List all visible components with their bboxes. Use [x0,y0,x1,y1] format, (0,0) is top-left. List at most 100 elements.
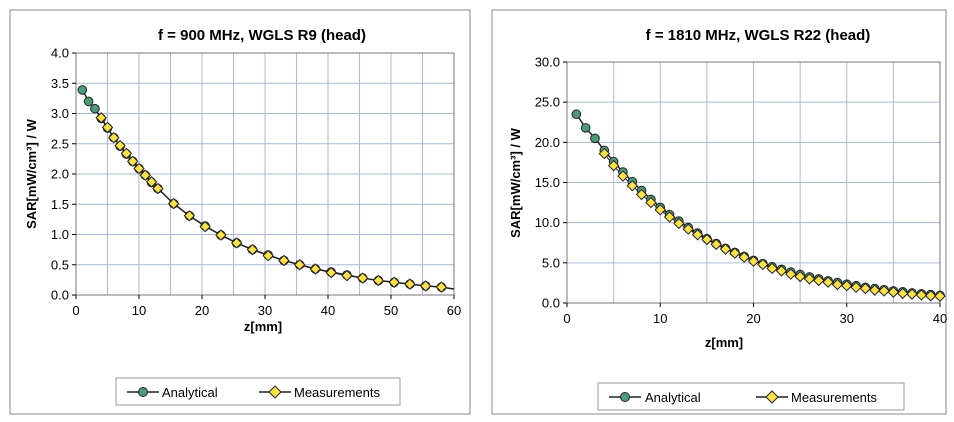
chart-1-point-measurements [435,281,448,293]
chart-1-ytick-label: 3.0 [51,106,69,121]
chart-2-point-measurements [617,170,629,182]
chart-1-point-measurements [278,254,290,267]
chart-2-ytick-label: 10.0 [535,215,560,230]
chart-1-ytick-label: 1.5 [51,197,69,212]
chart-1-point-measurements [145,176,158,188]
chart-2-point-measurements [701,233,713,246]
chart-2-point-measurements [691,229,704,241]
chart-1-point-analytical [90,103,100,114]
chart-2-point-measurements [878,285,890,297]
chart-2-point-measurements [869,284,881,296]
chart-2-xtick-label: 0 [563,311,570,326]
chart-1-point-measurements [199,220,211,233]
chart-2-point-measurements [887,286,900,298]
chart-1-point-measurements [167,197,180,210]
chart-2-xtick-label: 40 [933,311,947,326]
chart-2-point-measurements [924,290,937,302]
chart-2-point-measurements [934,290,946,302]
chart-1-point-measurements [126,155,139,168]
chart-2-point-measurements [841,280,853,292]
chart-2-point-measurements [803,273,816,285]
chart-1-point-measurements [293,259,306,271]
chart-2-point-measurements [738,251,750,263]
chart-2-xtick-label: 30 [840,311,854,326]
chart-2-ytick-label: 15.0 [535,175,560,190]
chart-1-point-measurements [246,243,259,256]
chart-2-legend [597,382,905,411]
chart-2-point-measurements [766,262,778,275]
chart-2-legend-label-measurements: Measurements [791,390,877,405]
chart-2-point-measurements [719,243,732,255]
chart-1-point-measurements [341,269,353,282]
chart-1-point-measurements [114,139,126,152]
chart-2-point-analytical [571,109,582,120]
chart-2-point-measurements [775,265,788,277]
chart-1-legend-marker-measurements [268,385,282,399]
chart-2-point-measurements [822,276,834,288]
chart-2-point-measurements [747,255,760,267]
chart-1-point-measurements [183,210,196,222]
chart-2-ytick-label: 25.0 [535,95,560,110]
chart-2-point-measurements [785,268,797,280]
chart-1-point-measurements [404,278,416,290]
chart-1-xtick-label: 10 [132,303,146,318]
chart-1-point-measurements [152,182,164,195]
chart-2-point-measurements [896,287,909,300]
chart-2-point-measurements [682,223,694,235]
chart-2-y-axis-label: SAR[mW/cm³] / W [508,127,523,238]
chart-1-point-analytical [77,85,88,95]
chart-1-legend-marker-analytical [138,387,148,397]
chart-2-point-measurements [626,180,638,192]
chart-2-xtick-label: 10 [653,311,667,326]
chart-1-x-ticks: 0 10 20 30 40 50 60 [72,295,461,318]
chart-2-point-measurements [710,238,722,251]
chart-2-xtick-label: 20 [746,311,760,326]
chart-2-title: f = 1810 MHz, WGLS R22 (head) [646,27,871,44]
chart-1-point-analytical [83,96,94,107]
chart-2-point-measurements [831,278,844,291]
chart-1-xtick-label: 0 [72,303,79,318]
chart-1-point-measurements [215,229,227,241]
chart-2-ytick-label: 5.0 [542,255,560,270]
chart-2-point-measurements [607,159,620,172]
chart-2-point-measurements [850,281,862,294]
chart-1-legend-label-measurements: Measurements [294,385,380,400]
chart-1-ytick-label: 0.5 [51,257,69,272]
chart-2-point-measurements [673,217,685,230]
chart-2-point-measurements [654,204,666,216]
chart-1-y-ticks: 0.0 0.5 1.0 1.5 2.0 2.5 3.0 3.5 4.0 [51,46,76,303]
chart-1-point-measurements [309,263,322,275]
chart-1-ytick-label: 2.5 [51,136,69,151]
chart-1-markers [77,85,448,293]
chart-1-point-measurements [262,249,274,262]
chart-1-legend [115,377,401,406]
chart-1-xtick-label: 20 [195,303,209,318]
chart-1-point-measurements [230,237,243,249]
chart-1-legend-label-analytical: Analytical [162,385,218,400]
chart-1-point-measurements [139,169,152,181]
chart-2-point-measurements [729,247,741,259]
chart-2-ytick-label: 0.0 [542,296,560,311]
chart-1-frame [9,9,471,415]
chart-1-point-measurements [388,276,400,289]
chart-1-ytick-label: 1.0 [51,227,69,242]
chart-2-markers [571,109,946,302]
chart-1-point-measurements [95,112,107,124]
chart-2-point-measurements [645,196,657,209]
chart-2-point-measurements [794,270,806,283]
chart-1-point-measurements [419,280,432,292]
chart-1-point-measurements [120,147,133,160]
chart-1-xtick-label: 60 [447,303,461,318]
chart-1-point-measurements [372,274,385,287]
chart-1-ytick-label: 3.5 [51,76,69,91]
chart-1-ytick-label: 0.0 [51,288,69,303]
chart-1-x-axis-label: z[mm] [244,319,282,334]
chart-2-ytick-label: 30.0 [535,55,560,70]
chart-1-point-measurements [356,272,369,284]
chart-1-y-axis-label: SAR[mW/cm³] / W [24,118,39,229]
chart-1-ytick-label: 4.0 [51,46,69,61]
chart-1-xtick-label: 40 [321,303,335,318]
chart-1-point-measurements [108,131,120,144]
chart-2-point-measurements [813,274,825,287]
